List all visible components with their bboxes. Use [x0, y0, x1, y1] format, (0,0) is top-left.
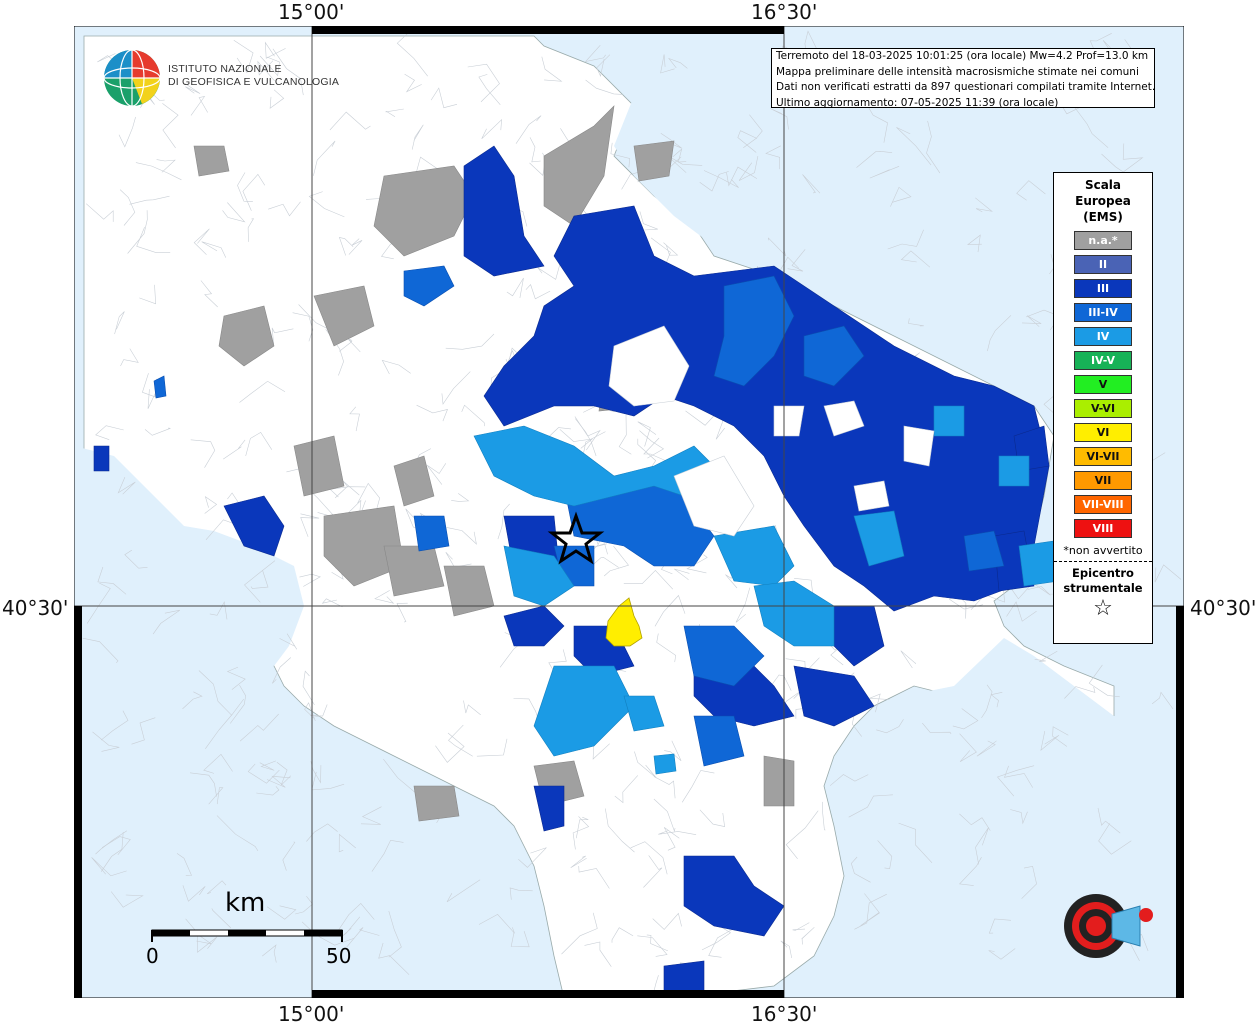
bottom-lon-label-right: 16°30' [751, 1002, 818, 1026]
event-info-line4: Ultimo aggiornamento: 07-05-2025 11:39 (… [776, 96, 1059, 108]
event-info-box: Terremoto del 18-03-2025 10:01:25 (ora l… [771, 48, 1155, 108]
scale-max: 50 [326, 944, 352, 968]
ingv-logo [102, 48, 322, 110]
scale-min: 0 [146, 944, 159, 968]
legend-item: VI [1074, 423, 1132, 442]
event-info-line1: Terremoto del 18-03-2025 10:01:25 (ora l… [776, 50, 1149, 62]
legend-title: Scala Europea (EMS) [1054, 177, 1152, 225]
right-lat-label: 40°30' [1190, 596, 1255, 620]
legend-star-icon: ☆ [1093, 596, 1113, 621]
legend-title-line1: Scala [1084, 178, 1122, 192]
legend-item: n.a.* [1074, 231, 1132, 250]
legend-note: *non avvertito [1063, 544, 1143, 557]
haisentito-logo[interactable] [1030, 858, 1170, 978]
ingv-globe-icon [103, 49, 161, 107]
legend-epicentre-line1: Epicentro [1072, 566, 1134, 580]
ems-iv-regions [473, 405, 1060, 775]
top-lon-label-left: 15°00' [278, 0, 345, 24]
legend-separator [1054, 561, 1152, 562]
left-lat-label: 40°30' [2, 596, 69, 620]
legend-item: V-VI [1074, 399, 1132, 418]
na-regions [193, 105, 970, 822]
white-interior-regions [608, 325, 935, 537]
legend-item: IV [1074, 327, 1132, 346]
graticule [74, 26, 1184, 998]
legend-item: V [1074, 375, 1132, 394]
event-info-line3: Dati non verificati estratti da 897 ques… [776, 81, 1155, 93]
legend-item: III [1074, 279, 1132, 298]
map-canvas [74, 26, 1184, 998]
map-border [74, 26, 1184, 998]
ingv-name-line1: ISTITUTO NAZIONALE [168, 63, 282, 75]
ingv-name: ISTITUTO NAZIONALE DI GEOFISICA E VULCAN… [168, 63, 339, 89]
legend-title-line2: Europea [1075, 194, 1131, 208]
legend-item: III-IV [1074, 303, 1132, 322]
legend-item: VII-VIII [1074, 495, 1132, 514]
event-info-line2: Mappa preliminare delle intensità macros… [776, 65, 1139, 78]
scale-unit: km [225, 888, 266, 918]
lower-sea [74, 666, 554, 998]
adriatic-sea [594, 36, 1184, 546]
legend-epicentre-label: Epicentro strumentale [1054, 566, 1152, 596]
scale-bar [151, 929, 343, 942]
legend-item: IV-V [1074, 351, 1132, 370]
gulf-sea [74, 446, 304, 666]
ems-vi-region [605, 597, 643, 647]
intensity-map[interactable] [74, 26, 1184, 998]
ingv-name-line2: DI GEOFISICA E VULCANOLOGIA [168, 76, 340, 88]
legend-item: II [1074, 255, 1132, 274]
legend-title-line3: (EMS) [1083, 210, 1123, 224]
legend-epicentre-line2: strumentale [1063, 581, 1143, 595]
legend-item: VIII [1074, 519, 1132, 538]
bottom-lon-label-left: 15°00' [278, 1002, 345, 1026]
legend-item: VI-VII [1074, 447, 1132, 466]
legend-item: VII [1074, 471, 1132, 490]
top-lon-label-right: 16°30' [751, 0, 818, 24]
epicentre-star [547, 511, 605, 565]
ems-legend: Scala Europea (EMS) n.a.* II III III-IV IV IV… [1053, 172, 1153, 644]
legend-items: n.a.* II III III-IV IV IV-V V V-VI VI VI-VII VII VI… [1054, 231, 1152, 538]
